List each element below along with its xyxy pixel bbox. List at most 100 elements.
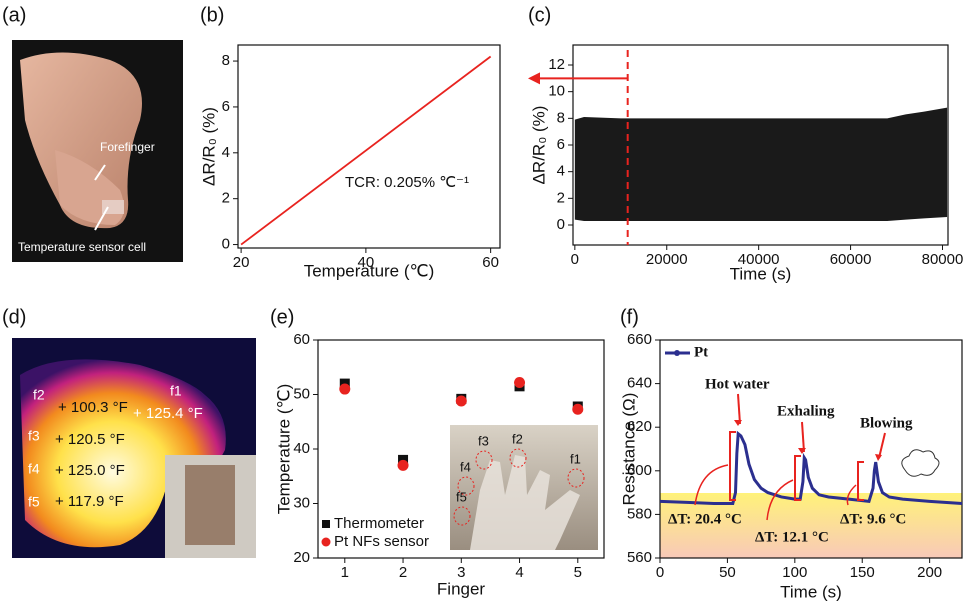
point (514, 377, 526, 389)
finger-label: f3 (28, 428, 40, 444)
legend-marker (322, 520, 330, 528)
bracket (857, 461, 864, 501)
y-axis-title: Temperature (℃) (274, 384, 293, 515)
data-line (240, 55, 492, 246)
y-tick-label: 8 (557, 109, 565, 126)
y-tick-label: 12 (548, 56, 565, 73)
panel-label: (f) (620, 306, 639, 328)
finger-label: f2 (512, 431, 523, 446)
x-tick-label: 4 (515, 564, 523, 581)
y-tick-label: 6 (557, 136, 565, 153)
photo-finger (12, 40, 183, 262)
y-tick-label: 0 (557, 216, 565, 233)
x-axis-title: Finger (437, 579, 486, 598)
arrow (878, 432, 886, 459)
arrow-head (798, 448, 806, 454)
annotation: ΔT: 20.4 °C (668, 511, 742, 527)
y-tick-label: 40 (293, 440, 310, 457)
finger-label: f1 (570, 451, 581, 466)
x-tick-label: 150 (850, 564, 875, 581)
x-tick-label: 40000 (738, 251, 780, 268)
photo-label: Forefinger (100, 140, 155, 154)
x-tick-label: 200 (917, 564, 942, 581)
point (339, 383, 351, 395)
x-tick-label: 80000 (922, 251, 964, 268)
panel-label: (b) (200, 4, 224, 26)
finger-marker (457, 476, 475, 496)
annotation: Blowing (860, 415, 913, 431)
y-tick-label: 4 (222, 144, 230, 161)
x-tick-label: 3 (457, 564, 465, 581)
point (572, 403, 584, 415)
y-tick-label: 600 (627, 462, 652, 479)
legend-marker (674, 350, 680, 356)
arrow (801, 421, 805, 453)
point (455, 395, 467, 407)
arrow-head (734, 420, 742, 426)
y-tick-label: 560 (627, 549, 652, 566)
panel-label: (c) (528, 4, 551, 26)
y-tick-label: 580 (627, 505, 652, 522)
temp-label: + 117.9 °F (55, 493, 124, 510)
y-tick-label: 60 (293, 331, 310, 348)
finger-label: f5 (456, 489, 467, 504)
annotation: ΔT: 12.1 °C (755, 529, 829, 545)
finger-label: f4 (28, 461, 40, 477)
finger-label: f5 (28, 494, 40, 510)
x-axis-title: Temperature (℃) (304, 261, 435, 280)
plot-frame (237, 44, 501, 249)
plot-frame (659, 339, 963, 559)
x-tick-label: 5 (574, 564, 582, 581)
temp-label: + 120.5 °F (55, 431, 125, 448)
annotation: Hot water (705, 376, 770, 392)
y-tick-label: 620 (627, 418, 652, 435)
finger-label: f4 (460, 459, 471, 474)
arrow (766, 479, 794, 521)
bracket (794, 455, 801, 501)
x-tick-label: 100 (782, 564, 807, 581)
x-tick-label: 20000 (646, 251, 688, 268)
x-tick-label: 40 (358, 254, 375, 271)
data-band (574, 107, 948, 221)
arrow (737, 393, 741, 425)
arrow-head (528, 72, 540, 85)
panel-label: (e) (270, 306, 294, 328)
x-axis-title: Time (s) (730, 264, 792, 283)
finger-label: f1 (170, 383, 182, 399)
y-axis-title: ΔR/R₀ (%) (199, 107, 218, 186)
temp-label: + 100.3 °F (58, 399, 128, 416)
arrow (694, 464, 729, 506)
data-line (659, 430, 963, 505)
x-tick-label: 0 (656, 564, 664, 581)
temp-label: + 125.0 °F (55, 462, 125, 479)
panel-label: (a) (2, 4, 26, 26)
x-tick-label: 2 (399, 564, 407, 581)
arrow-head (875, 454, 882, 461)
y-tick-label: 30 (293, 494, 310, 511)
cloud-icon (901, 449, 940, 477)
y-tick-label: 50 (293, 385, 310, 402)
y-tick-label: 8 (222, 52, 230, 69)
point (397, 459, 409, 471)
legend-marker (321, 537, 331, 547)
bracket (729, 431, 736, 501)
x-tick-label: 0 (571, 251, 579, 268)
x-tick-label: 60000 (830, 251, 872, 268)
legend-label: Pt (694, 344, 708, 360)
y-tick-label: 640 (627, 375, 652, 392)
temp-label: + 125.4 °F (133, 405, 203, 422)
y-tick-label: 10 (548, 83, 565, 100)
x-tick-label: 1 (341, 564, 349, 581)
x-tick-label: 50 (719, 564, 736, 581)
y-tick-label: 6 (222, 98, 230, 115)
y-tick-label: 4 (557, 163, 565, 180)
y-axis-title: ΔR/R₀ (%) (529, 106, 548, 185)
finger-marker (475, 450, 493, 470)
y-axis-title: Resistance (Ω) (619, 393, 638, 506)
thermal-image (12, 338, 256, 558)
y-tick-label: 660 (627, 331, 652, 348)
finger-marker (453, 506, 471, 526)
x-tick-label: 20 (233, 254, 250, 271)
